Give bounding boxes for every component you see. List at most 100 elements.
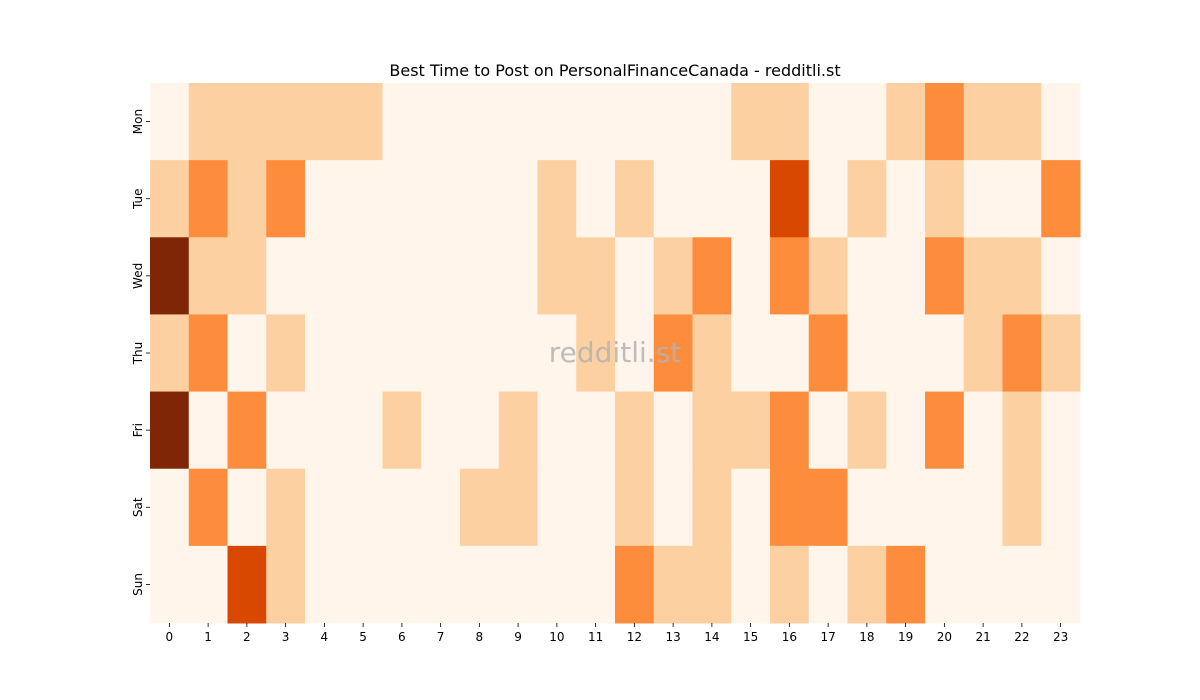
heatmap-cell-sat-9 <box>498 468 538 547</box>
heatmap-cell-thu-7 <box>421 314 461 393</box>
heatmap-cell-tue-22 <box>1002 160 1042 238</box>
heatmap-cell-wed-8 <box>460 237 500 315</box>
heatmap-cell-sun-6 <box>382 545 422 624</box>
heatmap-cell-sun-13 <box>653 545 693 624</box>
heatmap-cell-thu-5 <box>343 314 383 393</box>
heatmap-cell-fri-16 <box>770 391 810 470</box>
heatmap-cell-fri-15 <box>731 391 771 470</box>
heatmap-cell-thu-21 <box>963 314 1003 393</box>
heatmap-cell-wed-15 <box>731 237 771 315</box>
heatmap-cell-mon-1 <box>188 83 228 161</box>
heatmap-cell-wed-11 <box>576 237 616 315</box>
heatmap-cell-thu-17 <box>808 314 848 393</box>
heatmap-cell-fri-20 <box>925 391 965 470</box>
heatmap-cell-thu-9 <box>498 314 538 393</box>
x-tick-label: 7 <box>437 630 445 644</box>
heatmap-cell-tue-12 <box>615 160 655 238</box>
heatmap-cell-wed-12 <box>615 237 655 315</box>
heatmap-cell-fri-4 <box>305 391 345 470</box>
heatmap-cell-thu-2 <box>227 314 267 393</box>
heatmap-cell-thu-15 <box>731 314 771 393</box>
x-tick-label: 4 <box>321 630 329 644</box>
x-tick-label: 22 <box>1014 630 1029 644</box>
x-tick-label: 19 <box>898 630 913 644</box>
heatmap-cell-sun-3 <box>266 545 306 624</box>
heatmap-cell-thu-13 <box>653 314 693 393</box>
heatmap-cell-sun-21 <box>963 545 1003 624</box>
x-tick-label: 2 <box>243 630 251 644</box>
heatmap-cell-sat-2 <box>227 468 267 547</box>
heatmap-cell-thu-12 <box>615 314 655 393</box>
chart-title: Best Time to Post on PersonalFinanceCana… <box>389 61 840 80</box>
heatmap-cell-mon-10 <box>537 83 577 161</box>
heatmap-cell-mon-17 <box>808 83 848 161</box>
heatmap-cell-tue-18 <box>847 160 887 238</box>
heatmap-cell-sun-4 <box>305 545 345 624</box>
heatmap-cell-fri-13 <box>653 391 693 470</box>
heatmap-cell-mon-7 <box>421 83 461 161</box>
heatmap-cell-thu-23 <box>1041 314 1081 393</box>
x-tick-label: 14 <box>704 630 719 644</box>
heatmap-cell-tue-16 <box>770 160 810 238</box>
heatmap-cell-tue-8 <box>460 160 500 238</box>
x-tick-label: 20 <box>937 630 952 644</box>
heatmap-cell-thu-1 <box>188 314 228 393</box>
watermark: redditli.st <box>549 336 681 369</box>
heatmap-cell-sun-16 <box>770 545 810 624</box>
heatmap-cell-sat-14 <box>692 468 732 547</box>
heatmap-cell-wed-2 <box>227 237 267 315</box>
heatmap-cell-wed-19 <box>886 237 926 315</box>
heatmap-cell-fri-7 <box>421 391 461 470</box>
heatmap-cell-sat-23 <box>1041 468 1081 547</box>
heatmap-cell-sun-19 <box>886 545 926 624</box>
heatmap-cell-fri-18 <box>847 391 887 470</box>
x-tick-label: 1 <box>204 630 212 644</box>
heatmap-cell-fri-19 <box>886 391 926 470</box>
heatmap-cell-sat-20 <box>925 468 965 547</box>
heatmap-cell-sun-5 <box>343 545 383 624</box>
heatmap-cell-fri-9 <box>498 391 538 470</box>
heatmap-cell-mon-5 <box>343 83 383 161</box>
heatmap-cell-fri-0 <box>150 391 190 470</box>
heatmap-cell-sat-6 <box>382 468 422 547</box>
heatmap-cell-tue-0 <box>150 160 190 238</box>
x-tick-label: 17 <box>820 630 835 644</box>
heatmap-cell-sat-16 <box>770 468 810 547</box>
heatmap-cell-sat-10 <box>537 468 577 547</box>
heatmap-cell-fri-11 <box>576 391 616 470</box>
heatmap-cell-mon-13 <box>653 83 693 161</box>
x-tick-label: 3 <box>282 630 290 644</box>
heatmap-cell-sun-17 <box>808 545 848 624</box>
heatmap-cell-fri-22 <box>1002 391 1042 470</box>
y-tick-label: Wed <box>131 263 145 289</box>
heatmap-cell-tue-21 <box>963 160 1003 238</box>
heatmap-cell-mon-4 <box>305 83 345 161</box>
heatmap-cell-fri-12 <box>615 391 655 470</box>
heatmap-cell-tue-5 <box>343 160 383 238</box>
heatmap-cell-thu-16 <box>770 314 810 393</box>
heatmap-cell-sun-18 <box>847 545 887 624</box>
heatmap-cell-sat-0 <box>150 468 190 547</box>
x-tick-label: 0 <box>166 630 174 644</box>
heatmap-cell-tue-13 <box>653 160 693 238</box>
x-tick-label: 13 <box>665 630 680 644</box>
x-tick-label: 11 <box>588 630 603 644</box>
x-tick-label: 12 <box>627 630 642 644</box>
heatmap-cell-fri-6 <box>382 391 422 470</box>
x-tick-label: 23 <box>1053 630 1068 644</box>
heatmap-cell-tue-4 <box>305 160 345 238</box>
heatmap-cell-wed-5 <box>343 237 383 315</box>
heatmap-cell-mon-22 <box>1002 83 1042 161</box>
heatmap-cell-fri-14 <box>692 391 732 470</box>
x-tick-label: 15 <box>743 630 758 644</box>
y-tick-label: Sat <box>131 497 145 517</box>
x-axis: 0 1 2 3 4 5 6 7 8 9 10 11 12 13 14 15 16 17 18 19 20 21 22 23 <box>166 623 1068 644</box>
heatmap-cell-sun-2 <box>227 545 267 624</box>
heatmap-cell-wed-7 <box>421 237 461 315</box>
heatmap-cell-fri-5 <box>343 391 383 470</box>
heatmap-cell-wed-0 <box>150 237 190 315</box>
heatmap-cell-mon-2 <box>227 83 267 161</box>
heatmap-cell-sun-12 <box>615 545 655 624</box>
heatmap-cell-tue-6 <box>382 160 422 238</box>
